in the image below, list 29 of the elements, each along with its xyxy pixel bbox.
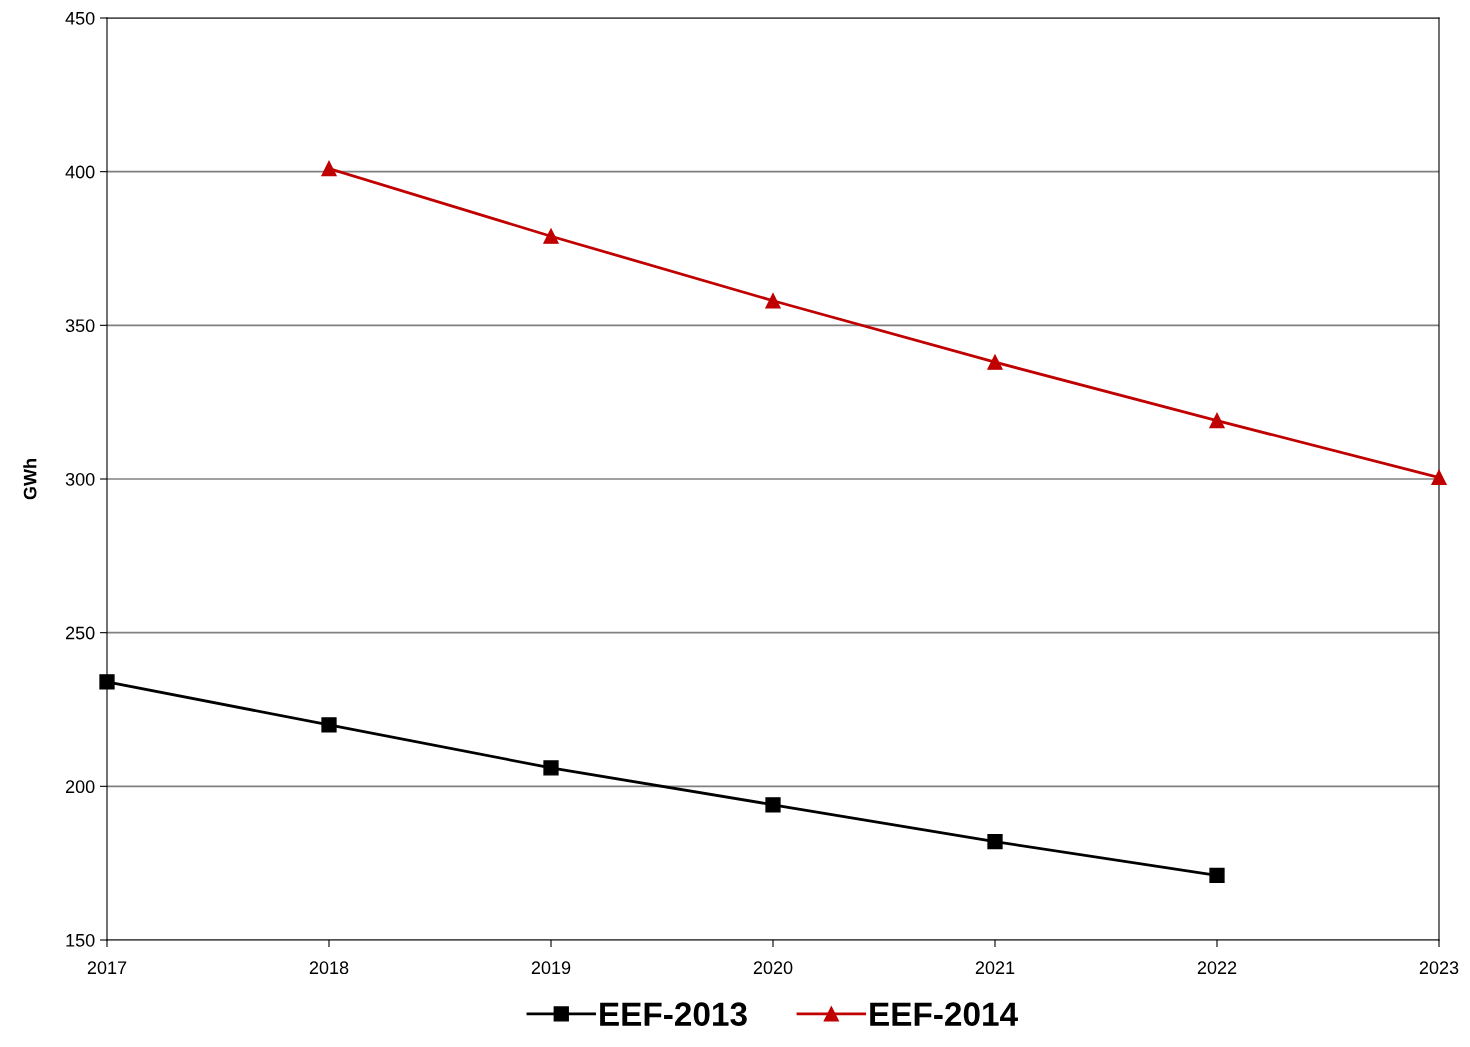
point (765, 797, 781, 813)
y-tick-label: 150 (66, 933, 95, 947)
point (321, 160, 337, 177)
x-tick-label: 2023 (1419, 961, 1459, 975)
x-tick-label: 2021 (975, 961, 1015, 975)
x-tick-label: 2018 (309, 961, 349, 975)
point (1209, 412, 1225, 429)
y-axis-title: GWh (23, 459, 37, 500)
point (543, 228, 559, 244)
point (99, 674, 115, 690)
point (543, 760, 559, 776)
y-tick-label: 400 (65, 165, 95, 179)
legend-label: EEF-2014 (870, 1002, 1018, 1026)
y-tick-label: 450 (65, 11, 95, 25)
y-tick-label: 200 (65, 780, 95, 794)
point (987, 834, 1003, 850)
point (987, 354, 1003, 370)
y-tick-label: 250 (65, 626, 95, 640)
legend-label: EEF-2013 (600, 1002, 747, 1027)
x-tick-label: 2022 (1197, 961, 1237, 975)
point (1431, 469, 1447, 486)
x-tick-label: 2020 (753, 961, 793, 975)
point (1209, 867, 1225, 884)
y-tick-label: 300 (65, 472, 95, 486)
point (321, 717, 337, 733)
y-tick-label: 350 (65, 319, 95, 333)
x-tick-label: 2017 (87, 961, 127, 975)
point (765, 293, 781, 309)
x-tick-label: 2019 (531, 961, 571, 975)
